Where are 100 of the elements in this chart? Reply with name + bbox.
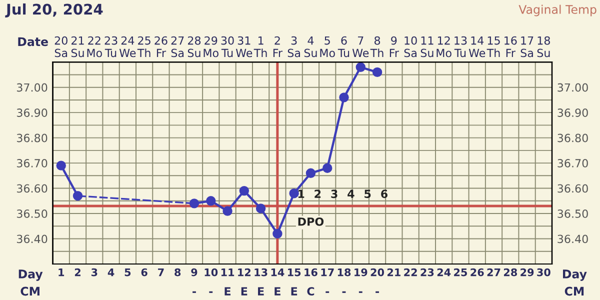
y2-tick-label: 37.00 — [558, 83, 588, 92]
x2-tick-label: 17 — [321, 268, 334, 276]
x-tick-label: 14 We — [468, 36, 486, 58]
x2-tick-label: 30 — [537, 268, 550, 276]
point — [289, 188, 299, 198]
x-tick-label: 6 Tu — [338, 36, 350, 58]
x2-tick-label: 18 — [338, 268, 351, 276]
x-tick-label: 10 Sa — [404, 36, 417, 58]
x-tick-label: 13 Tu — [454, 36, 467, 58]
x-tick-label: 24 We — [119, 36, 136, 58]
point — [272, 228, 282, 239]
x2-tick-label: 10 — [204, 268, 218, 276]
chart-title: Jul 20, 2024 — [5, 3, 103, 18]
x2-tick-label: 21 — [387, 268, 400, 276]
y2-tick-label: 36.60 — [558, 184, 588, 193]
x-tick-label: 2 Fr — [273, 36, 283, 58]
x2-tick-label: 11 — [221, 268, 234, 276]
x2-tick-label: 4 — [108, 268, 114, 276]
y-tick-label: 36.60 — [16, 184, 48, 193]
x2-tick-label: 6 — [141, 268, 148, 276]
text: - — [376, 291, 379, 293]
x-tick-label: 22 Mo — [87, 36, 102, 58]
x2-tick-label: 16 — [304, 268, 318, 276]
x2-tick-label: 1 — [58, 268, 64, 276]
x-tick-label: 15 Th — [486, 36, 500, 58]
text: - — [358, 291, 362, 293]
x2-axis-title: Day — [18, 270, 43, 281]
y2-tick-label: 36.50 — [558, 210, 588, 218]
annotation: 3 — [331, 190, 338, 198]
text: E — [274, 287, 280, 296]
x-tick-label: 17 Sa — [520, 36, 534, 58]
x-tick-label: 21 Su — [71, 36, 84, 58]
x2-tick-label: 5 — [124, 268, 131, 276]
y-tick-label: 36.70 — [16, 159, 48, 168]
point — [306, 168, 316, 178]
x-tick-label: 25 Th — [137, 36, 150, 58]
x-tick-label: 11 Su — [420, 36, 434, 58]
text: E — [241, 287, 248, 296]
point — [322, 163, 332, 173]
y2-tick-label: 36.90 — [558, 108, 588, 117]
point — [372, 67, 382, 78]
y-tick-label: 36.90 — [16, 108, 48, 117]
y-tick-label: 36.50 — [16, 210, 48, 218]
text: - — [209, 291, 213, 293]
text: CM — [20, 286, 40, 296]
x-tick-label: 26 Fr — [154, 36, 168, 58]
x-tick-label: 20 Sa — [54, 36, 68, 58]
annotation: 2 — [314, 190, 321, 198]
annotation: 6 — [381, 190, 388, 198]
x-tick-label: 27 Sa — [171, 36, 184, 58]
x-tick-label: 4 Su — [304, 36, 317, 58]
text: E — [258, 287, 264, 296]
x2-tick-label: 2 — [74, 268, 80, 276]
x2-tick-label: 24 — [437, 268, 451, 276]
point — [239, 186, 250, 196]
point — [339, 92, 349, 102]
x2-tick-label: 9 — [191, 268, 198, 276]
x-tick-label: 30 Tu — [221, 36, 234, 58]
point — [56, 160, 66, 170]
x-tick-label: 16 Fr — [504, 36, 517, 58]
x2-tick-label: 26 — [470, 268, 484, 276]
annotation: 4 — [348, 190, 354, 198]
y-tick-label: 37.00 — [16, 83, 48, 92]
x-tick-label: 12 Mo — [436, 36, 452, 58]
y-tick-label: 36.80 — [16, 134, 48, 142]
chart-subtitle: Vaginal Temp — [518, 4, 596, 16]
point — [72, 190, 83, 201]
x-tick-label: 23 Tu — [104, 36, 118, 58]
text: - — [342, 291, 346, 293]
x-axis-title: Date — [18, 37, 48, 46]
x2-tick-label: 19 — [354, 268, 368, 276]
x2-tick-label: 25 — [454, 268, 467, 276]
x-tick-label: 29 Mo — [204, 36, 218, 58]
x2-tick-label: 3 — [91, 268, 98, 276]
x-tick-label: 9 Fr — [390, 36, 399, 58]
point — [206, 196, 216, 206]
x2-tick-label: 7 — [158, 268, 164, 276]
text: E — [224, 287, 230, 296]
x-tick-label: 31 We — [236, 36, 252, 58]
x2-tick-label: 8 — [174, 268, 181, 276]
text: - — [326, 291, 330, 293]
point — [356, 62, 366, 72]
x-tick-label: 7 We — [352, 36, 369, 58]
text: C — [307, 287, 314, 296]
y2-tick-label: 36.40 — [558, 234, 588, 244]
x2-tick-label: 20 — [370, 268, 384, 276]
y-tick-label: 36.40 — [16, 234, 48, 244]
x2-tick-label: 22 — [404, 268, 417, 276]
annotation: 1 — [298, 190, 304, 198]
x2-tick-label: 14 — [271, 268, 284, 276]
x2-tick-label: 15 — [288, 268, 301, 276]
text: Day — [563, 270, 587, 281]
x2-tick-label: 29 — [520, 268, 534, 276]
x2-tick-label: 12 — [238, 268, 251, 276]
y2-tick-label: 36.70 — [558, 159, 588, 168]
x-tick-label: 1 Th — [254, 36, 267, 58]
x-tick-label: 28 Su — [188, 36, 201, 58]
x-tick-label: 3 Sa — [288, 36, 300, 58]
x2-tick-label: 23 — [420, 268, 434, 276]
point — [222, 206, 232, 216]
